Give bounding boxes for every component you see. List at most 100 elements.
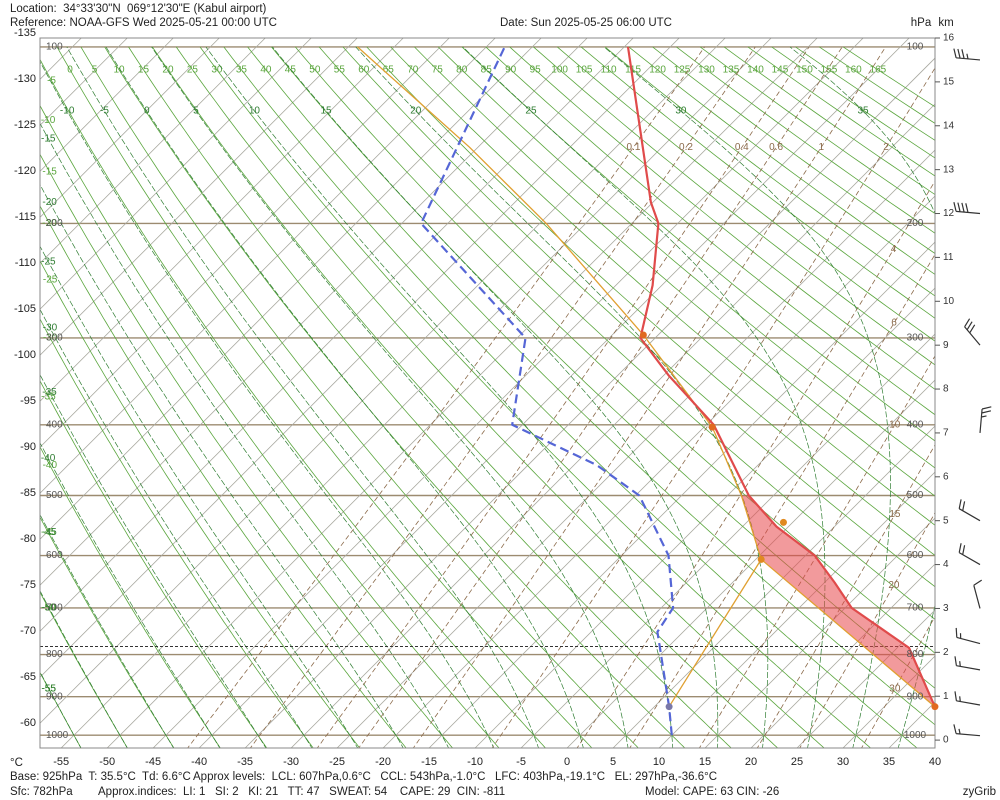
isotherm-tick-label: -100 bbox=[14, 349, 36, 361]
dry-adiabat bbox=[437, 46, 935, 469]
km-tick-label: 6 bbox=[943, 471, 949, 482]
temperature-line bbox=[626, 46, 935, 708]
dry-adiabat-label: -50 bbox=[41, 603, 56, 614]
dry-adiabat-label: 55 bbox=[334, 64, 346, 75]
dry-adiabat-label: -35 bbox=[41, 391, 56, 402]
pressure-label-left: 500 bbox=[46, 490, 63, 501]
dry-adiabat bbox=[40, 516, 175, 748]
km-tick-label: 7 bbox=[943, 428, 949, 439]
dry-adiabat-label: 105 bbox=[576, 64, 593, 75]
level-marker bbox=[665, 703, 673, 711]
level-marker bbox=[931, 703, 939, 711]
level-marker bbox=[708, 423, 716, 431]
dry-adiabat bbox=[580, 46, 935, 319]
x-tick-label: -10 bbox=[467, 756, 483, 768]
mixing-ratio-label: 4 bbox=[891, 244, 897, 255]
mixing-ratio-label: 1 bbox=[818, 142, 824, 153]
isotherm-tick-label: -120 bbox=[14, 165, 36, 177]
isotherm bbox=[40, 38, 450, 448]
pressure-label-right: 700 bbox=[907, 603, 924, 614]
mixing-ratio-line bbox=[491, 67, 935, 748]
isotherm bbox=[40, 38, 680, 678]
dry-adiabat-label: -25 bbox=[43, 274, 58, 285]
km-tick-label: 9 bbox=[943, 340, 949, 351]
dry-adiabat-label: 100 bbox=[551, 64, 568, 75]
x-tick-label: 20 bbox=[745, 756, 757, 768]
moist-adiabat-label: -5 bbox=[100, 106, 109, 117]
mixing-ratio-line bbox=[358, 46, 843, 748]
dry-adiabat-label: 75 bbox=[432, 64, 444, 75]
x-tick-label: -5 bbox=[516, 756, 526, 768]
isotherm bbox=[40, 38, 496, 494]
dry-adiabat-label: 50 bbox=[309, 64, 321, 75]
mixing-ratio-line bbox=[187, 46, 705, 748]
mixing-ratio-label: 6 bbox=[891, 318, 897, 329]
dry-adiabat-label: -10 bbox=[41, 115, 56, 126]
dry-adiabat-label: -5 bbox=[47, 75, 56, 86]
isotherm bbox=[382, 195, 935, 748]
pressure-label-right: 800 bbox=[907, 649, 924, 660]
isotherm bbox=[40, 38, 220, 218]
pressure-label-right: 100 bbox=[907, 42, 924, 53]
km-tick-label: 5 bbox=[943, 515, 949, 526]
moist-adiabat-label: 15 bbox=[320, 106, 332, 117]
dewpoint-line bbox=[420, 46, 675, 736]
dry-adiabat bbox=[533, 46, 935, 366]
dry-adiabat bbox=[294, 46, 935, 654]
wind-barb bbox=[958, 543, 981, 566]
isotherm bbox=[106, 38, 818, 748]
parcel-path bbox=[357, 46, 935, 708]
level-marker bbox=[757, 555, 765, 563]
reference: Reference: NOAA-GFS Wed 2025-05-21 00:00… bbox=[10, 17, 277, 29]
isotherm-tick-label: -135 bbox=[14, 27, 36, 39]
isotherm bbox=[198, 38, 910, 748]
credit: zyGrib bbox=[963, 786, 996, 798]
dry-adiabat bbox=[40, 259, 361, 748]
km-tick-label: 4 bbox=[943, 559, 949, 570]
isotherm bbox=[244, 57, 935, 748]
dry-adiabat bbox=[175, 46, 825, 748]
mixing-ratio-line bbox=[576, 180, 935, 748]
dry-adiabat bbox=[40, 104, 500, 748]
moist-adiabat-label: -15 bbox=[41, 133, 56, 144]
isotherm bbox=[474, 287, 935, 748]
isotherm-tick-label: -95 bbox=[20, 395, 36, 407]
x-tick-label: -20 bbox=[375, 756, 391, 768]
moist-adiabat-label: -55 bbox=[42, 683, 57, 694]
x-tick-label: -55 bbox=[53, 756, 69, 768]
mixing-ratio-label: 20 bbox=[888, 580, 900, 591]
km-tick-label: 3 bbox=[943, 603, 949, 614]
wind-barb bbox=[958, 499, 981, 522]
pressure-label-right: 1000 bbox=[904, 730, 927, 741]
km-tick-label: 15 bbox=[943, 77, 955, 88]
x-tick-label: 5 bbox=[610, 756, 616, 768]
moist-adiabat-label: 5 bbox=[193, 106, 199, 117]
isotherm-tick-label: -110 bbox=[15, 257, 36, 269]
dry-adiabat bbox=[40, 153, 454, 748]
isotherm-tick-label: -60 bbox=[20, 717, 36, 729]
km-tick-label: 8 bbox=[943, 384, 949, 395]
dry-adiabat-label: 65 bbox=[383, 64, 395, 75]
dry-adiabat bbox=[509, 46, 935, 390]
dry-adiabat bbox=[40, 58, 547, 748]
moist-adiabat-label: -25 bbox=[41, 257, 56, 268]
dry-adiabat-label: -15 bbox=[42, 167, 57, 178]
isotherm bbox=[428, 241, 935, 748]
pressure-label-right: 400 bbox=[907, 419, 924, 430]
moist-adiabat-label: -20 bbox=[42, 197, 57, 208]
pressure-label-left: 800 bbox=[46, 649, 63, 660]
dry-adiabat bbox=[56, 46, 593, 748]
dry-adiabat bbox=[414, 46, 935, 497]
dry-adiabat bbox=[199, 46, 872, 748]
dry-adiabat bbox=[40, 446, 221, 748]
moist-adiabat-label: 25 bbox=[525, 106, 537, 117]
x-tick-label: 10 bbox=[653, 756, 665, 768]
dry-adiabat bbox=[604, 46, 935, 297]
dry-adiabat-label: 0 bbox=[67, 64, 73, 75]
isotherm-tick-label: -105 bbox=[14, 303, 36, 315]
moist-adiabat-label: -10 bbox=[60, 106, 75, 117]
km-tick-label: 14 bbox=[943, 120, 955, 131]
mixing-ratio-line bbox=[412, 46, 886, 748]
dry-adiabat bbox=[40, 591, 128, 748]
